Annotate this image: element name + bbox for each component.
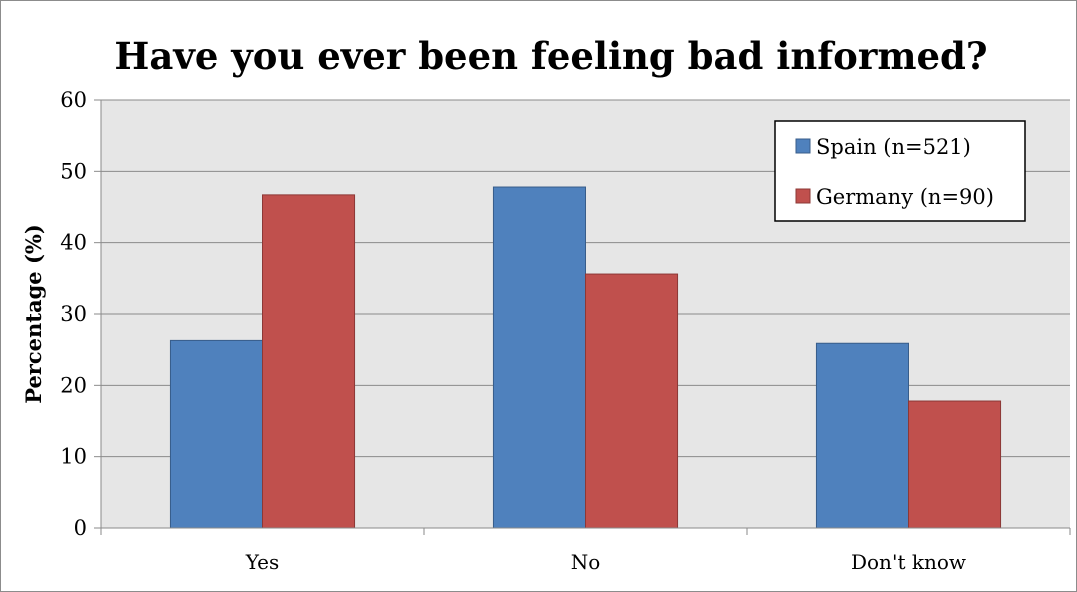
- legend-swatch-germany: [795, 188, 811, 204]
- bar-germany-0: [262, 194, 356, 529]
- bar-germany-1: [585, 273, 679, 529]
- axes: 0 10 20 30 40 50 60 Yes No Don't know: [60, 88, 1071, 574]
- y-tick-label: 40: [60, 231, 87, 255]
- x-category-label: Don't know: [851, 550, 966, 574]
- legend: Spain (n=521) Germany (n=90): [774, 120, 1026, 222]
- y-tick-label: 20: [60, 373, 87, 397]
- y-tick-label: 10: [60, 445, 87, 469]
- x-category-label: No: [571, 550, 601, 574]
- bar-spain-2: [815, 342, 910, 529]
- y-tick-label: 0: [74, 516, 87, 540]
- y-tick-label: 30: [60, 302, 87, 326]
- bar-spain-1: [492, 186, 587, 529]
- legend-swatch-spain: [795, 138, 811, 154]
- legend-box: [774, 120, 1026, 222]
- legend-label-germany: Germany (n=90): [816, 185, 994, 209]
- bar-germany-2: [908, 400, 1002, 529]
- y-tick-label: 50: [60, 159, 87, 183]
- y-tick-label: 60: [60, 88, 87, 112]
- y-axis-label: Percentage (%): [21, 224, 46, 404]
- legend-label-spain: Spain (n=521): [816, 135, 971, 159]
- chart-title: Have you ever been feeling bad informed?: [114, 34, 987, 78]
- bars: [169, 186, 1002, 529]
- x-category-label: Yes: [245, 550, 280, 574]
- bar-spain-0: [169, 339, 264, 529]
